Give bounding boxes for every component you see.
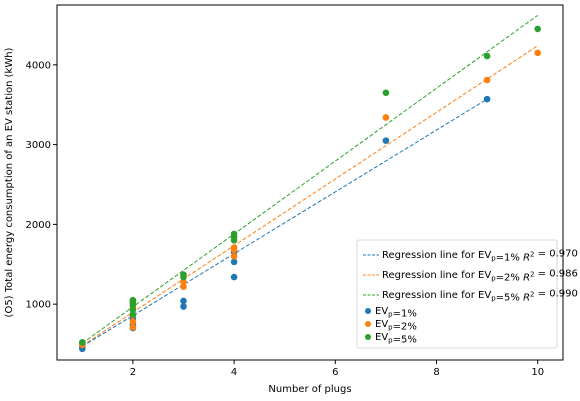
scatter-point: [230, 273, 238, 281]
legend-regression-label: Regression line for EVp=1% R2 = 0.970: [382, 249, 578, 264]
legend-regression-label: Regression line for EVp=5% R2 = 0.990: [382, 289, 578, 304]
legend: Regression line for EVp=1% R2 = 0.970 Reg…: [356, 239, 578, 349]
legend-series-label: EVp=1%: [375, 306, 417, 320]
plot-content: [79, 14, 541, 353]
scatter-point: [230, 244, 238, 251]
x-tick-label: 6: [332, 367, 338, 378]
legend-series-label: EVp=5%: [375, 332, 417, 346]
scatter-point: [180, 278, 187, 286]
x-axis-label: Number of plugs: [268, 384, 351, 395]
scatter-point: [382, 114, 390, 121]
scatter-point: [180, 271, 187, 278]
scatter-point: [129, 306, 137, 314]
x-tick-label: 10: [531, 367, 544, 378]
y-tick-label: 4000: [26, 60, 51, 71]
scatter-point: [180, 303, 187, 310]
scatter-point: [382, 89, 390, 97]
regression-line: [82, 14, 538, 344]
scatter-point: [230, 252, 238, 260]
scatter-point: [534, 49, 541, 57]
scatter-point: [129, 296, 137, 304]
scatter-point: [534, 25, 541, 33]
x-axis: 2 4 6 8 10: [130, 360, 544, 378]
legend-regression-label: Regression line for EVp=2% R2 = 0.986: [382, 269, 578, 284]
scatter-point: [129, 318, 137, 326]
x-tick-label: 8: [433, 367, 439, 378]
scatter-point: [129, 311, 137, 318]
y-tick-label: 3000: [26, 140, 51, 151]
scatter-point: [180, 283, 187, 290]
plot-frame: [56, 4, 564, 361]
scatter-point: [483, 76, 491, 84]
legend-marker-swatch: [365, 321, 371, 327]
scatter-point: [79, 339, 86, 346]
legend-marker-swatch: [365, 334, 371, 340]
regression-line: [82, 45, 538, 347]
legend-marker-swatch: [365, 308, 371, 314]
legend-frame: [356, 239, 558, 349]
x-tick-label: 2: [130, 367, 136, 378]
scatter-point: [230, 230, 238, 238]
scatter-point: [483, 52, 491, 60]
scatter-point: [382, 137, 390, 144]
y-tick-label: 2000: [26, 220, 51, 231]
scatter-point: [230, 258, 238, 266]
scatter-point: [129, 323, 137, 331]
y-axis-label: (O5) Total energy consumption of an EV s…: [4, 47, 15, 317]
scatter-point: [483, 95, 491, 103]
regression-line: [82, 98, 488, 347]
y-axis: 1000 2000 3000 4000: [26, 60, 57, 311]
scatter-point: [180, 297, 187, 305]
y-tick-label: 1000: [26, 300, 51, 311]
legend-series-label: EVp=2%: [375, 319, 417, 333]
x-tick-label: 4: [231, 367, 237, 378]
